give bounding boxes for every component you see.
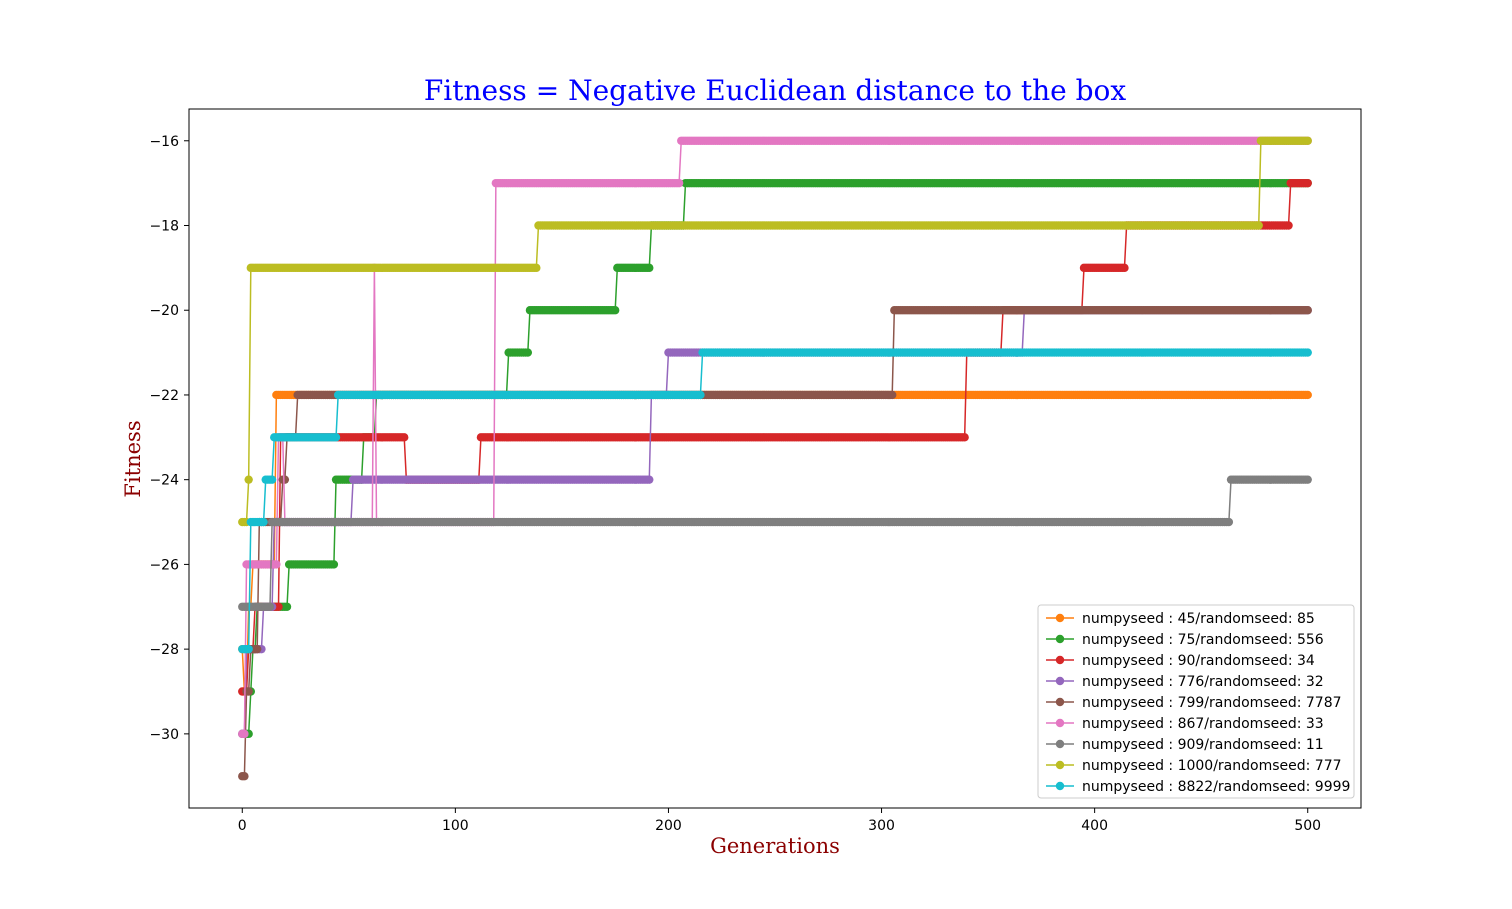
data-point [400,433,409,442]
data-point [240,729,249,739]
data-point [523,348,533,357]
data-point [265,602,275,611]
data-point [888,390,897,400]
data-point [1303,178,1312,188]
data-point [1303,390,1312,400]
series-7 [238,475,1312,611]
data-point [259,517,268,527]
legend-label: numpyseed : 75/randomseed: 556 [1082,632,1324,648]
data-point [1120,263,1129,273]
data-point [267,475,277,484]
data-point [696,390,705,400]
x-tick-label: 0 [238,818,247,834]
legend-item: numpyseed : 867/randomseed: 33 [1046,716,1324,732]
x-tick-label: 300 [868,818,895,834]
legend-label: numpyseed : 45/randomseed: 85 [1082,611,1315,627]
legend-swatch-marker [1055,760,1065,770]
legend-item: numpyseed : 799/randomseed: 7787 [1046,695,1342,711]
data-point [240,772,249,781]
y-tick-label: −30 [149,727,179,743]
data-point [1254,221,1263,230]
series-line [242,478,1308,608]
data-point [1303,306,1312,315]
legend-swatch-marker [1055,781,1065,791]
data-point [674,178,684,188]
data-point [1303,136,1312,145]
legend-swatch-marker [1055,655,1065,665]
y-tick-label: −22 [149,388,179,404]
legend-swatch-marker [1055,739,1065,749]
y-axis-ticks: −30 −28 −26 −24 −22 −20 −18 −16 [149,134,189,743]
legend-label: numpyseed : 867/randomseed: 33 [1082,716,1324,732]
data-point [1303,475,1312,484]
data-point [960,433,969,442]
legend-item: numpyseed : 776/randomseed: 32 [1046,674,1324,690]
legend-item: numpyseed : 1000/randomseed: 777 [1046,758,1342,774]
series-8 [238,136,1312,527]
x-axis-ticks: 0 100 200 300 400 500 [238,808,1321,834]
legend-label: numpyseed : 1000/randomseed: 777 [1082,758,1342,774]
data-point [331,433,341,442]
y-tick-label: −26 [149,557,179,573]
x-tick-label: 200 [655,818,682,834]
data-point [244,644,253,654]
legend-item: numpyseed : 90/randomseed: 34 [1046,653,1315,669]
plot-frame [188,108,1362,809]
data-point [1224,517,1234,527]
legend-label: numpyseed : 909/randomseed: 11 [1082,737,1324,753]
x-tick-label: 100 [442,818,469,834]
y-tick-label: −16 [149,134,179,150]
data-point [244,475,253,484]
legend-item: numpyseed : 8822/randomseed: 9999 [1046,779,1350,795]
data-point [282,602,292,611]
legend-item: numpyseed : 75/randomseed: 556 [1046,632,1324,648]
data-point [645,263,654,273]
legend-swatch-marker [1055,676,1065,686]
y-tick-label: −18 [149,219,179,235]
data-point [272,560,281,569]
x-axis-label: Generations [710,834,840,858]
series-9 [238,348,1312,654]
data-point [1303,348,1312,357]
y-tick-label: −24 [149,473,179,489]
data-point [645,475,654,484]
legend-swatch-marker [1055,634,1065,644]
data-point [274,602,283,611]
legend-items: numpyseed : 45/randomseed: 85 numpyseed :… [1046,611,1350,795]
data-point [329,560,339,569]
data-point [280,475,290,484]
legend: numpyseed : 45/randomseed: 85 numpyseed :… [1037,604,1355,799]
legend-label: numpyseed : 90/randomseed: 34 [1082,653,1315,669]
plot-area: 0 100 200 300 400 500 −30 −28 −26 −24 −22 −20 −18 −1… [149,108,1362,834]
data-point [532,263,541,273]
x-tick-label: 500 [1294,818,1321,834]
series-layer [238,136,1312,781]
chart-title: Fitness = Negative Euclidean distance to… [424,74,1127,107]
y-axis-label: Fitness [121,420,145,497]
data-point [244,687,253,696]
data-point [610,306,620,315]
legend-item: numpyseed : 909/randomseed: 11 [1046,737,1324,753]
y-tick-label: −28 [149,642,179,658]
y-tick-label: −20 [149,303,179,319]
legend-swatch-marker [1055,718,1065,728]
legend-item: numpyseed : 45/randomseed: 85 [1046,611,1315,627]
data-point [1284,221,1293,230]
legend-label: numpyseed : 776/randomseed: 32 [1082,674,1324,690]
legend-label: numpyseed : 799/randomseed: 7787 [1082,695,1342,711]
series-line [242,140,1308,523]
legend-box [1037,604,1355,799]
legend-swatch-marker [1055,613,1065,623]
x-tick-label: 400 [1081,818,1108,834]
data-point [252,644,262,654]
legend-swatch-marker [1055,697,1065,707]
legend-label: numpyseed : 8822/randomseed: 9999 [1082,779,1350,795]
